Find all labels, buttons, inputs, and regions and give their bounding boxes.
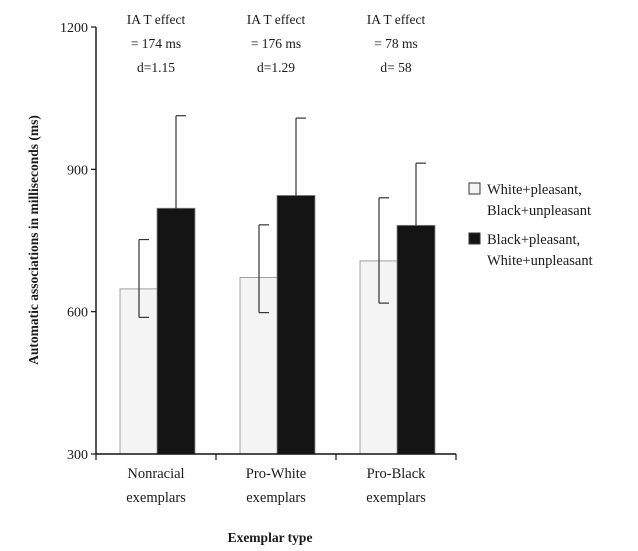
iat-annotation-3-line-3: d= 58	[380, 60, 411, 75]
category-label-1-line-2: exemplars	[126, 490, 186, 506]
y-tick-label-1200: 1200	[60, 21, 88, 36]
x-axis-title: Exemplar type	[228, 530, 313, 545]
iat-annotation-2-line-2: = 176 ms	[251, 36, 301, 51]
bar-2-1	[156, 207, 196, 455]
bar-2-2	[276, 195, 316, 455]
iat-annotation-1-line-1: IA T effect	[127, 12, 186, 27]
category-label-2-line-2: exemplars	[246, 490, 306, 506]
y-tick-label-900: 900	[67, 163, 88, 178]
iat-annotation-2-line-3: d=1.29	[257, 60, 295, 75]
iat-annotation-3-line-2: = 78 ms	[374, 36, 418, 51]
legend-label-1-line-1: White+pleasant,	[487, 182, 582, 198]
y-tick-label-600: 600	[67, 306, 88, 321]
iat-annotation-2-line-1: IA T effect	[247, 12, 306, 27]
legend-label-2-line-1: Black+pleasant,	[487, 232, 580, 248]
legend-label-2-line-2: White+unpleasant	[487, 253, 593, 269]
category-label-3-line-1: Pro-Black	[367, 466, 427, 482]
legend-swatch-1	[468, 182, 481, 195]
legend-label-1-line-2: Black+unpleasant	[487, 203, 591, 219]
legend-swatch-2	[468, 232, 481, 245]
category-label-1-line-1: Nonracial	[127, 466, 184, 482]
iat-annotation-1-line-2: = 174 ms	[131, 36, 181, 51]
y-tick-label-300: 300	[67, 448, 88, 463]
iat-annotation-1-line-3: d=1.15	[137, 60, 175, 75]
category-label-2-line-1: Pro-White	[246, 466, 306, 482]
category-label-3-line-2: exemplars	[366, 490, 426, 506]
y-axis-title: Automatic associations in milliseconds (…	[26, 115, 41, 365]
bar-2-3	[396, 224, 436, 455]
iat-annotation-3-line-1: IA T effect	[367, 12, 426, 27]
